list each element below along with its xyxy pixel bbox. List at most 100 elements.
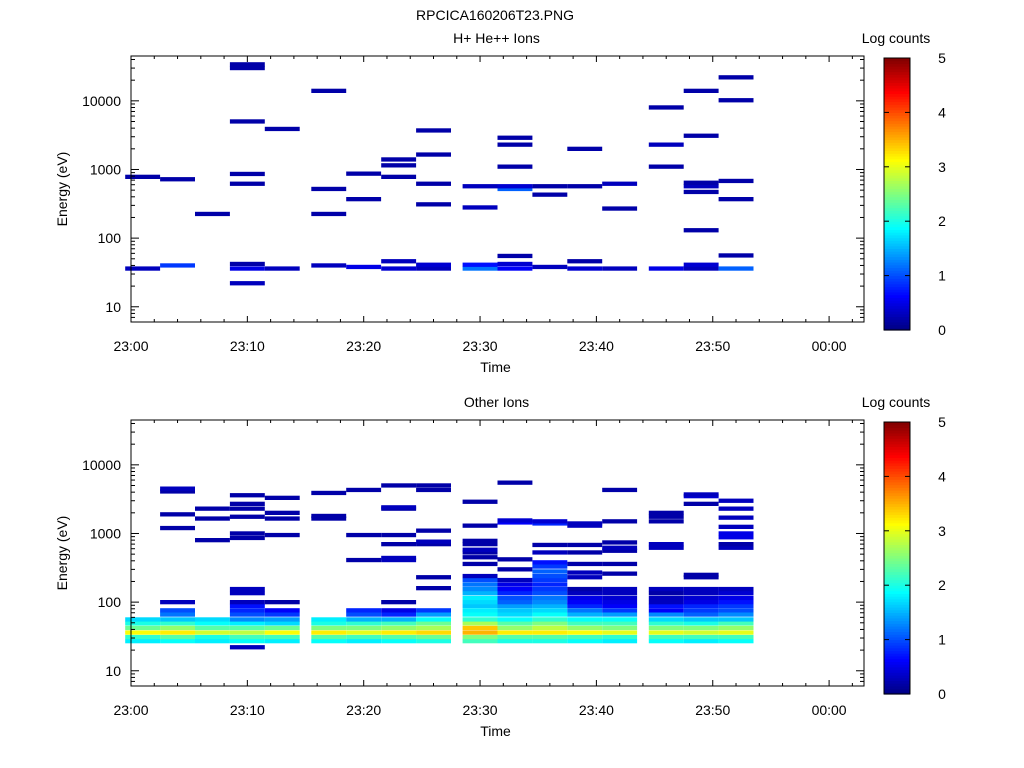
heatmap-cell (648, 608, 684, 613)
colorbar-tick-label: 0 (938, 322, 946, 338)
heatmap-cell (497, 639, 533, 644)
colorbar-segment (884, 430, 910, 434)
heatmap-cell (195, 617, 230, 622)
colorbar-tick-label: 4 (938, 104, 946, 120)
heatmap-cell (567, 575, 603, 580)
x-tick-label: 00:00 (812, 338, 847, 354)
heatmap-cell (381, 259, 417, 264)
heatmap-cell (602, 487, 638, 493)
colorbar-segment (884, 153, 910, 157)
colorbar-segment (884, 221, 910, 225)
heatmap-cell (160, 625, 195, 631)
colorbar-segment (884, 234, 910, 239)
colorbar-segment (884, 574, 910, 578)
colorbar-segment (884, 451, 910, 456)
colorbar: Log counts 0 1 2 3 4 5 (862, 30, 946, 338)
heatmap-cell (416, 630, 451, 635)
heatmap-cell (497, 586, 533, 592)
heatmap-cell (718, 639, 754, 644)
heatmap-cell (462, 205, 498, 210)
heatmap-cell (648, 621, 684, 626)
colorbar-segment (884, 188, 910, 192)
heatmap-cell (229, 493, 265, 498)
colorbar-segment (884, 691, 910, 695)
colorbar-frame (883, 57, 911, 331)
heatmap-cell (648, 266, 684, 271)
heatmap-cell (160, 617, 195, 622)
heatmap-cell (497, 582, 533, 587)
panel-title: Other Ions (464, 394, 529, 410)
heatmap-cell (683, 228, 719, 233)
colorbar-segment (884, 223, 910, 228)
heatmap-cell (532, 586, 568, 592)
heatmap-cell (195, 621, 230, 626)
colorbar-segment (884, 199, 910, 203)
heatmap-cell (532, 582, 568, 587)
colorbar-segment (884, 435, 910, 439)
heatmap-cell (497, 567, 533, 572)
heatmap-cell (497, 603, 533, 609)
heatmap-cell (567, 542, 603, 548)
colorbar-segment (884, 302, 910, 307)
heatmap-cell (602, 630, 638, 635)
heatmap-cell (532, 617, 568, 622)
colorbar-segment (884, 498, 910, 502)
heatmap-cell (381, 163, 417, 168)
heatmap-cell (416, 575, 451, 580)
heatmap-cell (532, 519, 568, 524)
heatmap-cell (648, 617, 684, 622)
heatmap-cell (462, 555, 498, 560)
colorbar-segment (884, 79, 910, 84)
heatmap-cell (416, 634, 451, 640)
heatmap-cell (381, 639, 417, 644)
heatmap-cell (532, 600, 568, 605)
colorbar-segment (884, 109, 910, 113)
heatmap-cell (497, 253, 533, 259)
colorbar-segment (884, 237, 910, 241)
colorbar-segment (884, 207, 910, 211)
heatmap-cell (683, 634, 719, 640)
heatmap-cell (416, 487, 451, 493)
colorbar-segment (884, 128, 910, 133)
heatmap-cell (683, 501, 719, 506)
heatmap-cell (125, 625, 161, 631)
heatmap-cell (229, 171, 265, 177)
heatmap-cell (346, 171, 382, 176)
heatmap-cell (532, 550, 568, 555)
heatmap-cell (602, 617, 638, 622)
colorbar-segment (884, 229, 910, 233)
y-tick-label: 10 (105, 299, 121, 315)
heatmap-cell (567, 600, 603, 605)
heatmap-cell (125, 634, 161, 640)
x-tick-label: 23:30 (463, 338, 498, 354)
heatmap-cell (567, 595, 603, 601)
colorbar-segment (884, 242, 910, 247)
heatmap-cell (648, 510, 684, 515)
colorbar-segment (884, 487, 910, 491)
heatmap-cell (683, 600, 719, 605)
heatmap-cell (718, 266, 754, 271)
heatmap-cell (462, 612, 498, 617)
heatmap-cell (229, 266, 265, 271)
heatmap-cell (683, 621, 719, 626)
colorbar-segment (884, 645, 910, 649)
heatmap-cell (346, 625, 382, 631)
heatmap-cell (648, 142, 684, 147)
colorbar-segment (884, 432, 910, 437)
y-tick-label: 10000 (82, 93, 121, 109)
heatmap-cell (462, 621, 498, 626)
heatmap-cell (160, 525, 195, 531)
heatmap-cell (462, 600, 498, 605)
heatmap-cell (718, 608, 754, 613)
x-tick-label: 23:00 (113, 702, 148, 718)
heatmap-cell (416, 483, 451, 488)
heatmap-cell (648, 586, 684, 592)
heatmap-cell (381, 612, 417, 617)
heatmap-cell (532, 612, 568, 617)
x-tick-label: 23:40 (579, 702, 614, 718)
colorbar-segment (884, 511, 910, 516)
heatmap-cell (125, 174, 161, 179)
heatmap-cell (718, 545, 754, 550)
heatmap-cell (602, 586, 638, 592)
heatmap-cell (125, 617, 161, 622)
